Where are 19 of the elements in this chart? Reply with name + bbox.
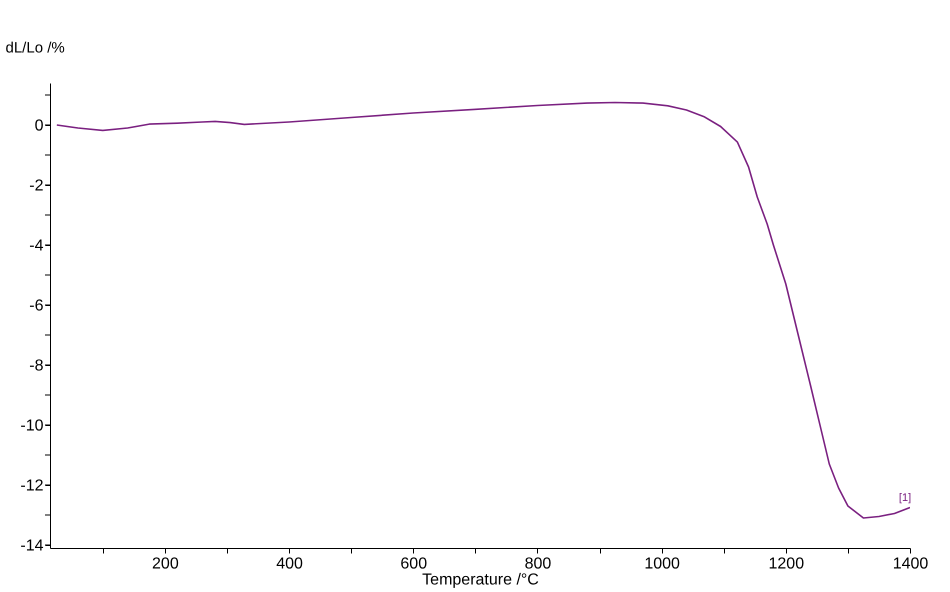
x-tick-label: 800 <box>524 556 552 572</box>
x-tick-label: 200 <box>152 556 179 572</box>
y-tick-label: -10 <box>20 418 44 434</box>
y-tick-label: -4 <box>29 238 44 254</box>
y-axis-title: dL/Lo /% <box>6 40 65 56</box>
x-tick-label: 600 <box>400 556 428 572</box>
x-tick-label: 1200 <box>768 556 804 572</box>
x-tick-label: 1400 <box>892 556 928 572</box>
y-tick-label: -6 <box>29 298 44 314</box>
y-tick-label: -12 <box>20 478 44 494</box>
y-tick-label: -2 <box>29 178 44 194</box>
x-tick-label: 1000 <box>644 556 680 572</box>
line-series <box>56 102 910 519</box>
x-tick-label: 400 <box>276 556 304 572</box>
x-axis-title: Temperature /°C <box>422 572 539 588</box>
y-tick-label: -8 <box>29 358 44 374</box>
y-tick-label: 0 <box>34 118 44 134</box>
y-tick-label: -14 <box>20 538 44 554</box>
annotation: [1] <box>898 492 912 504</box>
